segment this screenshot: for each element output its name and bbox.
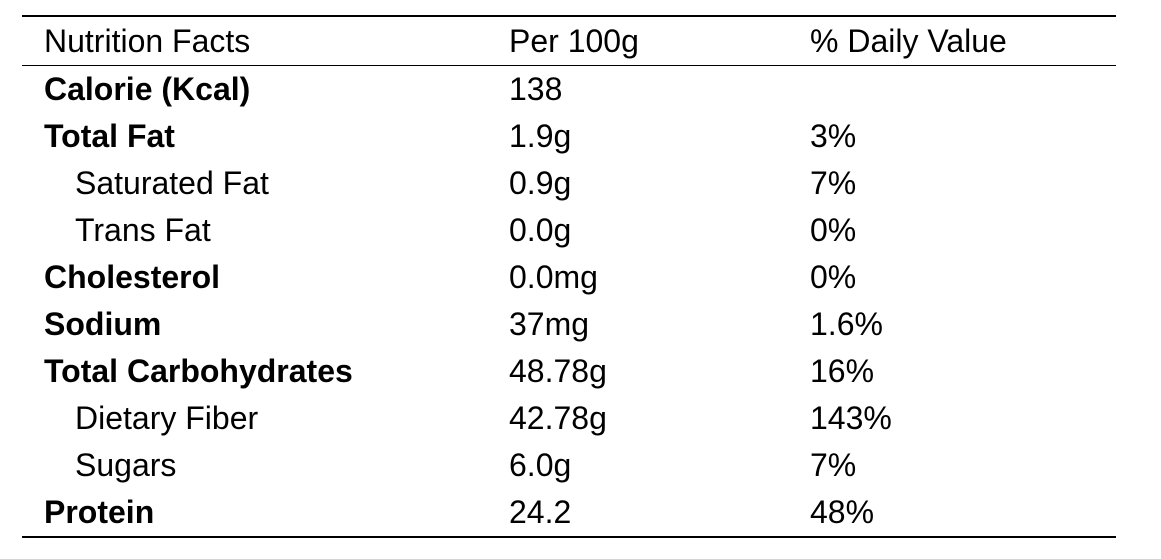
nutrient-name: Saturated Fat [75,165,269,201]
header-per-100g: Per 100g [509,22,639,59]
daily-value-percent [788,66,1116,114]
header-nutrition-facts: Nutrition Facts [44,22,251,59]
table-row: Trans Fat 0.0g 0% [22,207,1116,254]
per-100g-value: 1.9g [509,118,572,154]
per-100g-value: 0.0g [509,212,572,248]
per-100g-value: 6.0g [509,447,572,483]
table-row: Sugars 6.0g 7% [22,442,1116,489]
header-daily-value: % Daily Value [810,22,1007,59]
table-row: Total Fat 1.9g 3% [22,113,1116,160]
nutrient-name: Total Carbohydrates [44,353,353,389]
nutrient-name: Protein [44,494,155,530]
table-row: Protein 24.2 48% [22,489,1116,537]
daily-value-percent: 16% [810,353,875,389]
daily-value-percent: 3% [810,118,857,154]
nutrient-name: Trans Fat [75,212,211,248]
daily-value-percent: 143% [810,400,892,436]
daily-value-percent: 0% [810,259,857,295]
per-100g-value: 37mg [509,306,590,342]
table-row: Saturated Fat 0.9g 7% [22,160,1116,207]
table-row: Total Carbohydrates 48.78g 16% [22,348,1116,395]
nutrient-name: Total Fat [44,118,175,154]
table-row: Dietary Fiber 42.78g 143% [22,395,1116,442]
table-header-row: Nutrition Facts Per 100g % Daily Value [22,16,1116,66]
daily-value-percent: 7% [810,165,857,201]
nutrient-name: Dietary Fiber [75,400,259,436]
daily-value-percent: 7% [810,447,857,483]
nutrient-name: Sodium [44,306,162,342]
table-row: Sodium 37mg 1.6% [22,301,1116,348]
nutrient-name: Calorie (Kcal) [44,71,251,107]
nutrient-name: Sugars [75,447,177,483]
per-100g-value: 42.78g [509,400,607,436]
per-100g-value: 0.0mg [509,259,598,295]
per-100g-value: 0.9g [509,165,572,201]
table-row: Calorie (Kcal) 138 [22,66,1116,114]
daily-value-percent: 48% [810,494,875,530]
table-row: Cholesterol 0.0mg 0% [22,254,1116,301]
per-100g-value: 48.78g [509,353,607,389]
per-100g-value: 138 [509,71,563,107]
nutrition-facts-table: Nutrition Facts Per 100g % Daily Value C… [22,15,1116,538]
nutrition-table-container: Nutrition Facts Per 100g % Daily Value C… [22,15,1116,538]
daily-value-percent: 1.6% [810,306,883,342]
nutrient-name: Cholesterol [44,259,221,295]
daily-value-percent: 0% [810,212,857,248]
per-100g-value: 24.2 [509,494,572,530]
